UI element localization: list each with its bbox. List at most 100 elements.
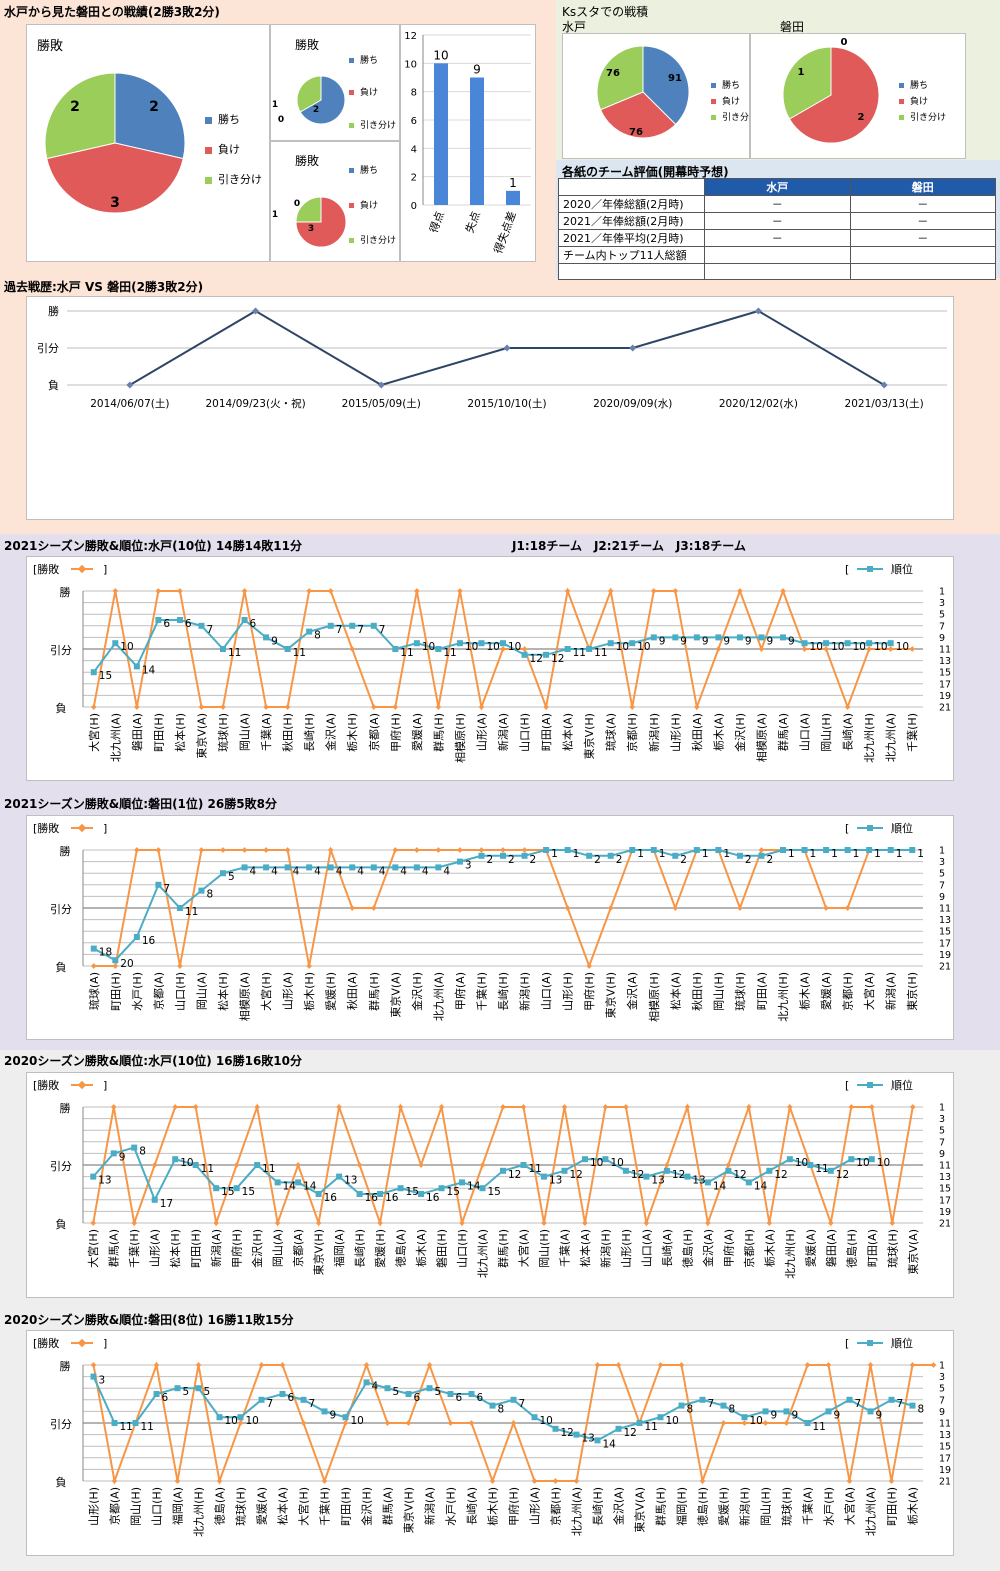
legend-ks-mito-lose: 負け	[711, 94, 740, 107]
season-legend-rank-text: 順位	[891, 562, 913, 576]
season-rank-label: 10	[120, 641, 133, 653]
pie-slice-draw	[296, 75, 322, 113]
ks-iwata-panel: 0 2 1 勝ち 負け 引き分け	[750, 33, 966, 159]
season-result-point	[397, 1104, 404, 1110]
season-x-label: 群馬(A)	[107, 1229, 121, 1267]
season-y-win: 勝	[60, 585, 71, 599]
season-result-point	[766, 1220, 773, 1226]
season-x-label: 町田(H)	[886, 1487, 899, 1526]
season-y-lose: 負	[56, 1476, 67, 1489]
season-result-point	[478, 847, 485, 853]
season-x-label: 新潟(A)	[209, 1229, 223, 1267]
eval-row: チーム内トップ11人総額	[558, 246, 996, 264]
season-rank-tick: 9	[939, 892, 945, 903]
season-x-label: 栃木(A)	[762, 1229, 776, 1267]
season-rank-tick: 3	[939, 1372, 945, 1383]
season-result-point	[607, 905, 614, 911]
season-rank-tick: 17	[939, 1453, 951, 1464]
season-result-point	[457, 847, 463, 853]
season-result-point	[111, 1478, 118, 1484]
season-rank-tick: 3	[939, 857, 945, 868]
season-rank-label: 12	[836, 1169, 849, 1181]
season-y-lose: 負	[56, 1218, 67, 1231]
season-rank-label: 11	[443, 647, 456, 659]
season-result-point	[758, 847, 765, 853]
season-rank-point	[801, 640, 808, 647]
season-rank-label: 13	[582, 1433, 595, 1445]
season-rank-point	[510, 1396, 517, 1403]
season-rank-tick: 15	[939, 927, 951, 938]
eval-cell: －	[704, 195, 851, 213]
season-rank-label: 11	[594, 647, 607, 659]
season-x-label: 金沢(A)	[324, 713, 338, 751]
season-rank-point	[543, 847, 550, 853]
season-rank-point	[384, 1385, 391, 1392]
season-result-point	[153, 1362, 160, 1368]
season-rank-label: 11	[262, 1163, 275, 1175]
legend-small2-lose-label: 負け	[360, 201, 379, 211]
season-rank-point	[284, 646, 291, 652]
season-result-point	[435, 847, 442, 853]
season-rank-point	[336, 1173, 343, 1180]
history-point	[754, 307, 762, 315]
season-result-point	[363, 1362, 370, 1368]
season-rank-point	[521, 651, 528, 658]
season-rank-point	[279, 1391, 286, 1397]
bar-chart: 0 2 4 6 8 10 12 10 得点 9 失点 1 得失点差	[404, 31, 531, 255]
season-legend-rank-text: 順位	[891, 1078, 913, 1092]
season-rank-label: 14	[142, 664, 156, 676]
season-rank-label: 11	[228, 647, 241, 659]
season-rank-point	[284, 864, 291, 871]
season-rank-tick: 15	[939, 668, 951, 679]
season-rank-label: 20	[120, 958, 133, 970]
season-x-label: 町田(H)	[340, 1487, 353, 1526]
history-x-label: 2014/06/07(土)	[90, 397, 169, 410]
season-rank-point	[263, 634, 270, 641]
season-rank-label: 2	[745, 854, 752, 866]
eval-cell: －	[849, 212, 996, 230]
season-rank-point	[468, 1391, 475, 1397]
season-rank-label: 4	[250, 865, 257, 877]
season-rank-label: 8	[314, 630, 321, 642]
season-rank-label: 16	[426, 1192, 440, 1204]
season-rank-label: 1	[723, 848, 730, 860]
season-rank-label: 4	[314, 865, 321, 877]
season-rank-label: 11	[528, 1163, 541, 1175]
season-x-label: 群馬(A)	[381, 1487, 395, 1525]
season-x-label: 山口(A)	[640, 1229, 653, 1267]
season-rank-point	[112, 640, 119, 647]
season-x-label: 徳島(H)	[844, 1229, 858, 1268]
season-rank-point	[868, 1156, 875, 1163]
season-rank-point	[564, 646, 571, 652]
season-rank-point	[233, 1185, 240, 1192]
season-result-point	[602, 1104, 609, 1110]
season-rank-point	[220, 870, 226, 877]
season-rank-point	[684, 1173, 691, 1180]
season-rank-point	[306, 628, 313, 635]
season-rank-label: 7	[309, 1398, 316, 1410]
season-rank-point	[174, 1385, 181, 1392]
season-result-point	[468, 1420, 475, 1426]
season-result-point	[479, 1162, 486, 1168]
season-result-point	[315, 1220, 322, 1226]
season-rank-tick: 17	[939, 938, 951, 949]
season-rank-point	[500, 1167, 506, 1174]
pie-main-panel: 勝敗 2 3 2 勝ち 負け 引き分け	[26, 24, 270, 262]
season-rank-point	[844, 640, 851, 647]
season-rank-label: 12	[530, 653, 543, 665]
season-rank-label: 7	[897, 1398, 904, 1410]
season-result-point	[377, 1220, 383, 1226]
season-rank-label: 10	[540, 1415, 553, 1427]
season-rank-point	[220, 646, 226, 652]
season-rank-point	[274, 1179, 281, 1186]
season-result-point	[846, 1478, 853, 1484]
season-rank-point	[153, 1391, 160, 1397]
season-result-point	[284, 704, 291, 710]
season-rank-point	[397, 1185, 404, 1192]
legend-small1-draw: 引き分け	[349, 118, 396, 131]
season-rank-point	[736, 634, 743, 641]
season-result-point	[888, 1478, 895, 1484]
season-x-label: 山口(A)	[540, 972, 553, 1010]
season-result-point	[866, 646, 872, 652]
